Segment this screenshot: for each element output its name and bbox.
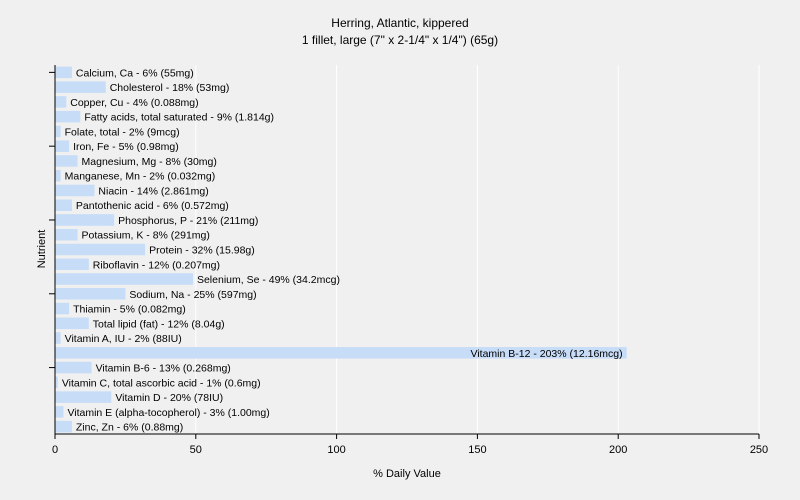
bar [55,169,61,182]
bar-label: Vitamin D - 20% (78IU) [115,392,223,404]
bar-label: Vitamin E (alpha-tocopherol) - 3% (1.00m… [67,407,269,419]
bar [55,332,61,344]
bar [55,420,72,433]
bar-label: Folate, total - 2% (9mcg) [65,126,180,138]
bar-label: Vitamin C, total ascorbic acid - 1% (0.6… [62,377,261,389]
bar [55,228,78,241]
y-axis-label: Nutrient [36,230,48,269]
x-axis-label: % Daily Value [373,468,441,480]
bar-label: Fatty acids, total saturated - 9% (1.814… [84,112,274,124]
bar-label: Niacin - 14% (2.861mg) [98,185,208,197]
bar-label: Thiamin - 5% (0.082mg) [73,304,186,316]
bar [55,302,70,315]
chart-subtitle: 1 fillet, large (7" x 2-1/4" x 1/4") (65… [302,33,498,47]
bar-label: Iron, Fe - 5% (0.98mg) [73,141,179,153]
bar [55,110,81,123]
bar-label: Zinc, Zn - 6% (0.88mg) [76,422,183,434]
bar-label: Protein - 32% (15.98g) [149,245,255,257]
plot-area [55,65,759,434]
bar [55,214,115,226]
bar-label: Magnesium, Mg - 8% (30mg) [82,156,217,168]
bar-label: Calcium, Ca - 6% (55mg) [76,67,194,79]
bar [55,288,126,300]
bar-labels: Calcium, Ca - 6% (55mg) Cholesterol - 18%… [62,67,623,433]
bar-label: Vitamin A, IU - 2% (88IU) [65,333,182,345]
bar [55,361,92,374]
axes [49,65,759,435]
x-tick-label: 100 [327,444,345,456]
grid-lines [195,65,760,434]
x-tick-label: 50 [190,444,202,456]
x-tick-label: 0 [52,444,58,456]
bar [55,81,106,93]
bar-label: Vitamin B-12 - 203% (12.16mcg) [471,348,623,360]
bar [55,155,78,167]
bar [55,258,89,271]
chart-title: Herring, Atlantic, kippered [331,16,468,30]
bar-label: Pantothenic acid - 6% (0.572mg) [76,200,229,212]
x-tick-label: 250 [750,444,768,456]
x-ticks: 0 50 100 150 200 250 [52,434,768,456]
bar [55,317,89,330]
bar-label: Riboflavin - 12% (0.207mg) [93,259,220,271]
x-tick-label: 150 [468,444,486,456]
bar-label: Potassium, K - 8% (291mg) [82,230,210,242]
bar-label: Sodium, Na - 25% (597mg) [129,289,256,301]
bar [55,184,95,197]
bar-label: Manganese, Mn - 2% (0.032mg) [65,171,216,183]
bar [55,199,72,211]
bar [55,406,64,418]
bar-label: Total lipid (fat) - 12% (8.04g) [93,318,225,330]
bar [55,243,146,256]
bar [55,391,112,403]
bar [55,96,67,108]
bar-label: Vitamin B-6 - 13% (0.268mg) [96,363,231,375]
bar-label: Cholesterol - 18% (53mg) [110,82,230,94]
bar-label: Selenium, Se - 49% (34.2mcg) [197,274,340,286]
bar [55,125,61,138]
bar [55,140,70,152]
bars [55,66,627,433]
x-tick-label: 200 [609,444,627,456]
bar-label: Copper, Cu - 4% (0.088mg) [70,97,198,109]
bar-label: Phosphorus, P - 21% (211mg) [118,215,258,227]
bar [55,376,58,389]
bar [55,66,72,79]
bar [55,273,193,285]
bar [55,347,627,359]
